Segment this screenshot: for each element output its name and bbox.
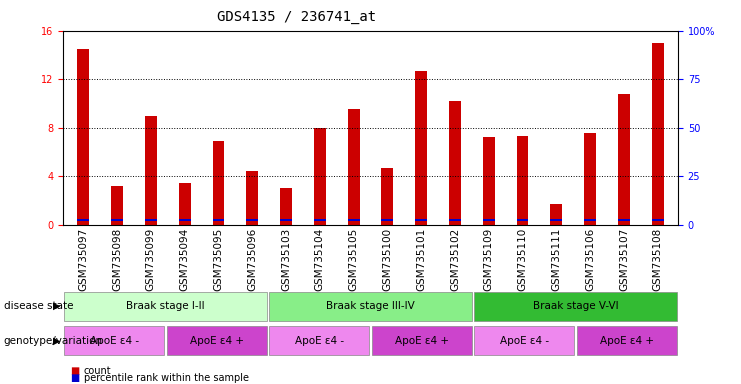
FancyBboxPatch shape bbox=[270, 326, 369, 355]
Bar bbox=[618, 94, 630, 225]
Text: ApoE ε4 +: ApoE ε4 + bbox=[395, 336, 449, 346]
FancyBboxPatch shape bbox=[64, 326, 164, 355]
Text: GSM735109: GSM735109 bbox=[484, 228, 494, 291]
Bar bbox=[551, 204, 562, 225]
Bar bbox=[483, 137, 495, 225]
FancyBboxPatch shape bbox=[64, 291, 267, 321]
Bar bbox=[280, 188, 292, 225]
Bar bbox=[77, 49, 89, 225]
Bar bbox=[382, 219, 393, 221]
Text: GSM735106: GSM735106 bbox=[585, 228, 595, 291]
Text: ApoE ε4 +: ApoE ε4 + bbox=[599, 336, 654, 346]
Text: GSM735095: GSM735095 bbox=[213, 228, 224, 291]
Bar bbox=[213, 219, 225, 221]
Text: ■: ■ bbox=[70, 366, 79, 376]
Text: GSM735102: GSM735102 bbox=[450, 228, 460, 291]
Bar bbox=[652, 43, 664, 225]
Bar bbox=[179, 184, 190, 225]
Bar bbox=[111, 219, 123, 221]
Bar bbox=[516, 219, 528, 221]
Text: Braak stage V-VI: Braak stage V-VI bbox=[533, 301, 618, 311]
FancyBboxPatch shape bbox=[474, 291, 677, 321]
Bar bbox=[314, 219, 326, 221]
Text: ApoE ε4 -: ApoE ε4 - bbox=[90, 336, 139, 346]
Text: genotype/variation: genotype/variation bbox=[4, 336, 103, 346]
Bar bbox=[348, 219, 359, 221]
Text: GSM735107: GSM735107 bbox=[619, 228, 629, 291]
Bar bbox=[348, 109, 359, 225]
Bar bbox=[77, 219, 89, 221]
Bar bbox=[516, 136, 528, 225]
Bar bbox=[415, 71, 427, 225]
Text: ■: ■ bbox=[70, 373, 79, 383]
Text: count: count bbox=[84, 366, 111, 376]
Bar bbox=[145, 219, 157, 221]
Text: disease state: disease state bbox=[4, 301, 73, 311]
Text: GSM735105: GSM735105 bbox=[348, 228, 359, 291]
Bar bbox=[145, 116, 157, 225]
FancyBboxPatch shape bbox=[167, 326, 267, 355]
Text: ▶: ▶ bbox=[53, 336, 61, 346]
Bar bbox=[246, 171, 258, 225]
Bar bbox=[415, 219, 427, 221]
Bar bbox=[618, 219, 630, 221]
Bar bbox=[449, 219, 461, 221]
Text: Braak stage I-II: Braak stage I-II bbox=[126, 301, 205, 311]
Bar bbox=[584, 132, 596, 225]
Bar bbox=[314, 127, 326, 225]
Text: ▶: ▶ bbox=[53, 301, 61, 311]
Bar bbox=[551, 219, 562, 221]
Text: GSM735100: GSM735100 bbox=[382, 228, 393, 291]
Bar bbox=[246, 219, 258, 221]
Text: ApoE ε4 -: ApoE ε4 - bbox=[295, 336, 344, 346]
Bar bbox=[213, 141, 225, 225]
Text: GSM735101: GSM735101 bbox=[416, 228, 426, 291]
Text: ApoE ε4 +: ApoE ε4 + bbox=[190, 336, 244, 346]
Text: GSM735098: GSM735098 bbox=[112, 228, 122, 291]
Text: GSM735099: GSM735099 bbox=[146, 228, 156, 291]
Text: Braak stage III-IV: Braak stage III-IV bbox=[326, 301, 415, 311]
Text: GDS4135 / 236741_at: GDS4135 / 236741_at bbox=[217, 10, 376, 23]
Text: GSM735103: GSM735103 bbox=[281, 228, 291, 291]
Bar bbox=[179, 219, 190, 221]
Bar bbox=[652, 219, 664, 221]
FancyBboxPatch shape bbox=[474, 326, 574, 355]
FancyBboxPatch shape bbox=[577, 326, 677, 355]
Text: GSM735094: GSM735094 bbox=[179, 228, 190, 291]
Text: GSM735097: GSM735097 bbox=[79, 228, 88, 291]
Text: ApoE ε4 -: ApoE ε4 - bbox=[499, 336, 549, 346]
Bar bbox=[280, 219, 292, 221]
Text: GSM735110: GSM735110 bbox=[517, 228, 528, 291]
FancyBboxPatch shape bbox=[372, 326, 471, 355]
Text: GSM735111: GSM735111 bbox=[551, 228, 562, 291]
Text: GSM735104: GSM735104 bbox=[315, 228, 325, 291]
Bar bbox=[449, 101, 461, 225]
Text: percentile rank within the sample: percentile rank within the sample bbox=[84, 373, 249, 383]
Bar bbox=[111, 186, 123, 225]
Bar bbox=[483, 219, 495, 221]
Bar bbox=[584, 219, 596, 221]
Bar bbox=[382, 168, 393, 225]
Text: GSM735096: GSM735096 bbox=[247, 228, 257, 291]
FancyBboxPatch shape bbox=[270, 291, 471, 321]
Text: GSM735108: GSM735108 bbox=[653, 228, 662, 291]
